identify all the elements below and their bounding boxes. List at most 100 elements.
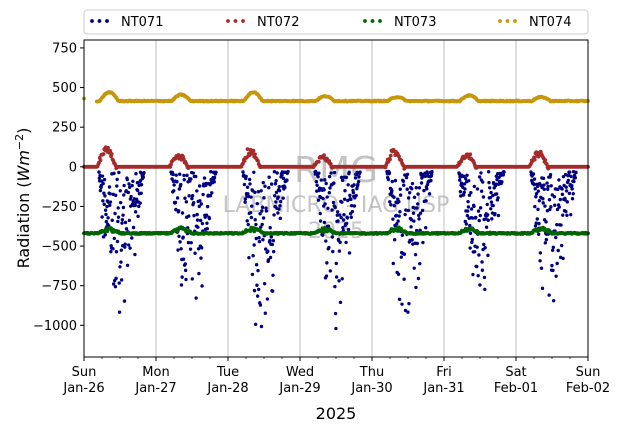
data-point-nt071 xyxy=(269,182,274,186)
data-point-nt071 xyxy=(175,196,180,200)
data-point-nt071 xyxy=(403,308,408,313)
data-point-nt071 xyxy=(117,170,121,175)
y-axis-title: Radiation (Wm−2) xyxy=(13,128,33,269)
data-point-nt071 xyxy=(242,182,247,187)
data-point-nt071 xyxy=(285,178,289,183)
data-point-nt071 xyxy=(466,205,471,209)
data-point-nt071 xyxy=(175,180,179,184)
data-point-nt071 xyxy=(123,220,128,225)
data-point-nt071 xyxy=(208,194,213,198)
data-point-nt071 xyxy=(198,199,202,203)
data-point-nt071 xyxy=(398,210,402,214)
data-point-nt072 xyxy=(388,157,392,162)
data-point-nt071 xyxy=(268,255,273,260)
data-point-nt071 xyxy=(564,209,568,214)
data-point-nt071 xyxy=(557,205,561,209)
data-point-nt071 xyxy=(397,200,401,204)
data-point-nt071 xyxy=(249,195,253,199)
data-point-nt071 xyxy=(541,176,546,181)
data-point-nt071 xyxy=(115,239,120,244)
data-point-nt071 xyxy=(243,197,248,201)
data-point-nt071 xyxy=(333,205,337,210)
data-point-nt071 xyxy=(277,188,282,193)
data-point-nt071 xyxy=(341,218,346,222)
data-point-nt071 xyxy=(541,197,545,201)
data-point-nt071 xyxy=(130,236,134,240)
data-point-nt071 xyxy=(259,189,263,193)
data-point-nt071 xyxy=(402,183,406,187)
data-point-nt071 xyxy=(566,178,571,183)
data-point-nt071 xyxy=(263,247,268,251)
data-point-nt071 xyxy=(107,185,112,189)
data-point-nt071 xyxy=(534,221,538,225)
data-point-nt071 xyxy=(397,214,401,218)
data-point-nt072 xyxy=(181,156,186,161)
data-point-nt071 xyxy=(410,181,415,186)
data-point-nt071 xyxy=(500,180,504,184)
data-point-nt071 xyxy=(532,177,537,181)
data-point-nt071 xyxy=(347,170,351,174)
data-point-nt071 xyxy=(118,189,122,193)
data-point-nt071 xyxy=(267,175,271,179)
data-point-nt071 xyxy=(277,207,281,211)
data-point-nt071 xyxy=(255,294,260,298)
data-point-nt071 xyxy=(419,181,424,185)
data-point-nt071 xyxy=(131,179,135,183)
data-point-nt071 xyxy=(212,175,217,180)
data-point-nt071 xyxy=(97,176,102,180)
x-axis-title: 2025 xyxy=(316,404,357,423)
data-point-nt071 xyxy=(322,220,327,225)
data-point-nt071 xyxy=(329,171,333,175)
data-point-nt071 xyxy=(326,206,330,210)
x-tick-date: Jan-30 xyxy=(350,381,392,396)
legend-label-nt072: NT072 xyxy=(257,15,299,30)
data-point-nt071 xyxy=(415,206,419,210)
data-point-nt071 xyxy=(256,268,260,273)
data-point-nt071 xyxy=(134,172,138,176)
data-point-nt071 xyxy=(180,275,184,279)
data-point-nt071 xyxy=(354,193,358,198)
data-point-nt071 xyxy=(188,247,193,251)
data-point-nt072 xyxy=(543,158,548,162)
data-point-nt071 xyxy=(116,215,121,219)
data-point-nt071 xyxy=(559,223,563,227)
data-point-nt071 xyxy=(564,189,569,193)
data-point-nt071 xyxy=(549,205,553,209)
data-point-nt071 xyxy=(253,322,258,327)
data-point-nt071 xyxy=(253,218,257,222)
data-point-nt071 xyxy=(406,208,410,213)
data-point-nt071 xyxy=(103,194,107,198)
y-axis-title-unit: Wm xyxy=(14,150,33,181)
data-point-nt072 xyxy=(242,158,247,163)
x-tick-date: Jan-27 xyxy=(134,381,176,396)
data-point-nt071 xyxy=(108,203,112,208)
data-point-nt071 xyxy=(128,185,132,189)
data-point-nt071 xyxy=(245,185,250,189)
data-point-nt071 xyxy=(565,213,569,217)
data-point-nt071 xyxy=(485,202,489,207)
data-point-nt071 xyxy=(429,178,433,183)
data-point-nt071 xyxy=(494,192,499,196)
data-point-nt071 xyxy=(172,189,176,193)
data-point-nt071 xyxy=(114,276,118,281)
legend-marker xyxy=(378,19,382,23)
data-point-nt071 xyxy=(106,216,110,220)
data-point-nt071 xyxy=(570,197,575,201)
data-point-nt071 xyxy=(394,213,399,218)
data-point-nt071 xyxy=(469,190,473,195)
data-point-nt071 xyxy=(126,243,131,247)
data-point-nt071 xyxy=(192,213,196,218)
y-tick-label: 250 xyxy=(52,121,77,136)
data-point-nt071 xyxy=(183,196,187,200)
data-point-nt071 xyxy=(558,197,562,202)
data-point-nt071 xyxy=(458,178,462,182)
legend-frame xyxy=(83,9,589,35)
data-point-nt071 xyxy=(182,173,186,178)
data-point-nt071 xyxy=(556,187,560,192)
data-point-nt071 xyxy=(466,199,470,204)
data-point-nt071 xyxy=(248,210,253,215)
data-point-nt071 xyxy=(561,213,565,217)
data-point-nt071 xyxy=(336,219,340,223)
data-point-nt071 xyxy=(475,187,480,191)
data-point-nt071 xyxy=(260,205,265,210)
